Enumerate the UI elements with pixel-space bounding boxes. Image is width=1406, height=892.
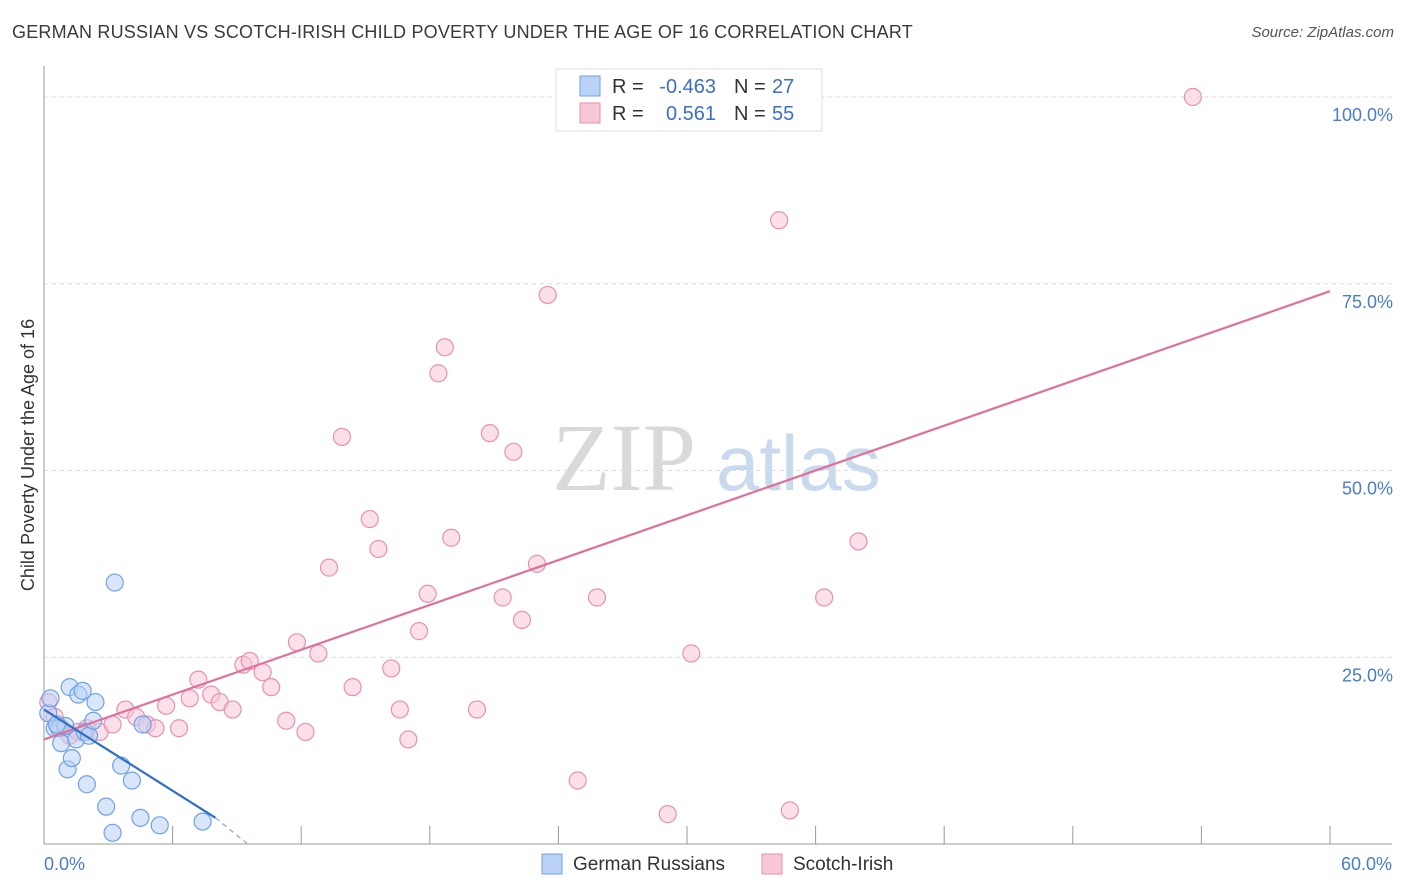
legend-swatch-blue [579,75,601,97]
scotch-irish-point [504,442,523,461]
german-russians-trend-line [43,708,217,819]
scotch-irish-point [319,558,339,577]
scotch-irish-point [682,644,701,663]
y-axis-label: Child Poverty Under the Age of 16 [18,319,38,591]
y-tick-labels: 25.0% 50.0% 75.0% 100.0% [1332,105,1393,685]
legend-n-label: N = [734,76,766,98]
german-russians-point [112,756,131,775]
scotch-irish-point [399,730,418,749]
legend-n-label: N = [734,103,766,125]
scotch-irish-point [849,532,868,551]
german-russians-point [133,715,152,734]
scotch-irish-point [180,689,199,708]
german-russians-point [62,748,81,768]
scotch-irish-point [169,719,189,738]
chart-title: GERMAN RUSSIAN VS SCOTCH-IRISH CHILD POV… [12,22,913,42]
bottom-legend-label-scotch-irish: Scotch-Irish [793,854,893,875]
scotch-irish-point [1183,87,1202,107]
scotch-irish-point [332,427,352,446]
scotch-irish-point [493,588,512,607]
scotch-irish-point [435,338,454,357]
scotch-irish-trend-line [43,290,1331,741]
legend-n-value: 55 [772,103,794,125]
scotch-irish-point [568,771,587,790]
german-russians-point [77,775,96,794]
x-tick-marks [43,826,1331,844]
scotch-irish-point [538,285,557,305]
y-tick-label: 75.0% [1342,292,1393,312]
scotch-irish-point [369,539,388,559]
x-tick-label-min: 0.0% [44,854,85,874]
scotch-irish-point [587,588,607,607]
bottom-legend-swatch-pink [761,853,783,875]
german-russians-point [122,771,141,790]
german-russians-point [131,808,150,827]
scotch-irish-point [296,722,315,742]
grid-lines [44,96,1392,658]
german-russians-point [105,573,124,592]
scotch-irish-point [382,659,401,678]
correlation-legend: R = -0.463 N = 27 R = 0.561 N = 55 [555,68,823,132]
german-russians-point [86,692,105,712]
german-russians-point [41,689,60,708]
german-russians-point [103,823,122,842]
german-russians-point [193,812,212,831]
scotch-irish-point [262,678,281,697]
legend-r-label: R = [612,76,644,98]
legend-r-value: 0.561 [666,103,716,125]
y-tick-label: 50.0% [1342,479,1393,499]
scotch-irish-point [780,801,799,820]
german-russians-point [73,681,92,700]
scotch-irish-point [442,528,461,547]
bottom-legend-label-german-russians: German Russians [573,854,725,875]
scotch-irish-point [658,805,677,824]
series-legend: German Russians Scotch-Irish [541,853,893,875]
scotch-irish-point [418,584,437,603]
watermark-zip: ZIP [552,404,696,511]
scotch-irish-point [360,509,379,529]
scotch-irish-point [277,711,296,730]
german-russians-point [52,734,71,753]
scotch-irish-point [770,211,789,230]
y-tick-label: 25.0% [1342,665,1393,685]
scotch-irish-point [429,364,448,383]
legend-r-value: -0.463 [659,76,716,98]
german-russians-point [97,797,116,816]
scotch-irish-point [309,644,328,663]
y-tick-label: 100.0% [1332,105,1393,125]
scotch-irish-point [390,700,409,719]
german-russians-trend-extension [214,817,249,845]
watermark-atlas: atlas [716,419,881,507]
scotch-irish-point [467,700,487,719]
source-label: Source: ZipAtlas.com [1251,24,1394,41]
bottom-legend-swatch-blue [541,853,563,875]
scotch-irish-point [409,622,429,641]
german-russians-point [150,816,169,835]
scotch-irish-point [815,588,834,607]
scotch-irish-point [480,424,499,443]
x-tick-label-max: 60.0% [1341,854,1392,874]
scotch-irish-point [223,700,242,719]
legend-swatch-pink [579,102,601,124]
german-russians-point [84,711,103,730]
legend-r-label: R = [612,103,644,125]
scotch-irish-point [343,678,362,697]
scotch-irish-point [512,610,532,630]
legend-n-value: 27 [772,76,794,98]
